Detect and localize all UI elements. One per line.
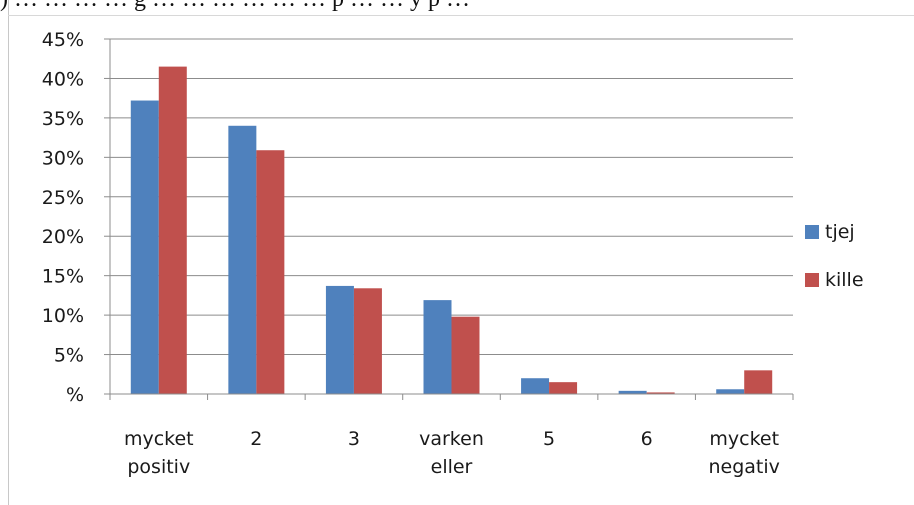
x-tick-label: negativ: [709, 456, 780, 478]
legend-swatch-kille: [805, 273, 819, 287]
x-tick-label: 2: [250, 428, 262, 450]
y-tick-label: 10%: [42, 305, 84, 327]
y-axis-ticks: 45% 40% 35% 30% 25% 20% 15% 10% 5%%: [42, 29, 110, 406]
y-tick-label: 5%: [54, 345, 84, 367]
y-tick-label: 45%: [42, 29, 84, 51]
frame-border-left: [8, 0, 9, 505]
bar-kille: [451, 316, 480, 394]
bar-tjej: [228, 125, 257, 395]
y-tick-label: 40%: [42, 68, 84, 90]
y-tick-label: 25%: [42, 187, 84, 209]
x-axis-labels: mycket positiv 2 3 varken eller 5 6 mycket negati…: [124, 428, 780, 478]
bar-tjej: [130, 100, 159, 395]
x-tick-label: 6: [641, 428, 653, 450]
x-tick-label: mycket: [124, 428, 194, 450]
bar-tjej: [423, 300, 452, 394]
x-tick-label: 3: [348, 428, 360, 450]
legend-label-tjej: tjej: [825, 221, 855, 243]
bar-kille: [158, 66, 187, 394]
legend-label-kille: kille: [825, 269, 864, 291]
x-tick-label: mycket: [709, 428, 779, 450]
bar-tjej: [716, 389, 745, 394]
y-tick-label: 15%: [42, 266, 84, 288]
bar-kille: [353, 288, 382, 394]
bar-kille: [549, 382, 578, 394]
y-tick-label: 35%: [42, 108, 84, 130]
bar-kille: [744, 370, 773, 394]
x-tick-label: varken: [419, 428, 484, 450]
y-tick-label: 30%: [42, 147, 84, 169]
frame-border-top: [8, 15, 914, 16]
legend-swatch-tjej: [805, 225, 819, 239]
bar-tjej: [521, 378, 550, 394]
bar-tjej: [618, 390, 647, 394]
header-fragment: ) … … … … g … … … … … … p … … y p …: [0, 0, 914, 16]
bar-kille: [256, 150, 285, 394]
x-tick-label: 5: [543, 428, 555, 450]
bar-kille: [646, 392, 675, 394]
y-tick-label: 20%: [42, 226, 84, 248]
x-tick-label: eller: [431, 456, 473, 478]
legend: tjej kille: [805, 221, 864, 291]
bars: [130, 66, 773, 395]
bar-tjej: [325, 285, 354, 394]
axes: [109, 39, 794, 400]
x-tick-label: positiv: [127, 456, 190, 478]
y-tick-label: %: [66, 384, 84, 406]
